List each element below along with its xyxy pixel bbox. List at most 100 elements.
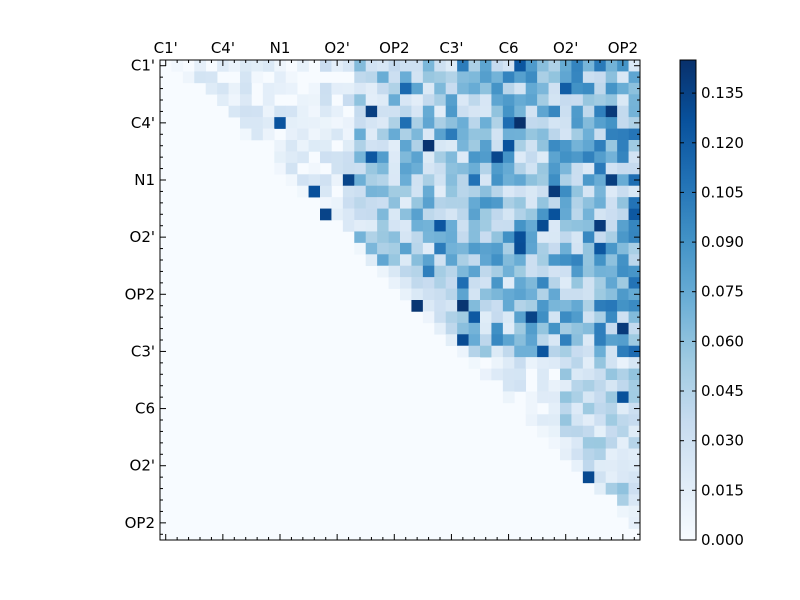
heatmap-cell [274, 71, 287, 84]
heatmap-cell [628, 414, 641, 427]
heatmap-cell [354, 174, 367, 187]
heatmap-cell [491, 162, 504, 175]
heatmap-cell [480, 162, 492, 175]
heatmap-cell [628, 425, 641, 438]
heatmap-cell [240, 94, 252, 107]
heatmap-cell [468, 254, 481, 267]
heatmap-cell [468, 300, 481, 312]
heatmap-cell [480, 208, 492, 221]
heatmap-cell [582, 265, 595, 278]
heatmap-cell [594, 82, 607, 95]
heatmap-cell [502, 151, 515, 164]
heatmap-cell [422, 300, 435, 312]
heatmap-cell [502, 128, 515, 141]
heatmap-cell [468, 277, 481, 289]
heatmap-cell [468, 220, 481, 232]
heatmap-cell [365, 105, 378, 118]
heatmap-cell [617, 140, 629, 152]
heatmap-cell [582, 151, 595, 164]
heatmap-cell [537, 71, 549, 84]
heatmap-cell [480, 128, 492, 141]
heatmap-cell [628, 357, 641, 369]
heatmap-cell [491, 322, 504, 335]
heatmap-cell [285, 82, 298, 95]
heatmap-cell [297, 174, 309, 187]
heatmap-cell [445, 151, 458, 164]
heatmap-cell [377, 197, 389, 209]
heatmap-cell [342, 60, 355, 72]
heatmap-cell [628, 220, 641, 232]
heatmap-cell [377, 220, 389, 232]
heatmap-cell [582, 368, 595, 381]
heatmap-cell [457, 162, 469, 175]
x-tick-label: OP2 [379, 39, 409, 57]
heatmap-cell [445, 311, 458, 324]
heatmap-cell [594, 345, 607, 358]
y-axis-labels: C1' C4' N1 O2' OP2 C3' C6 O2' OP2 [125, 57, 155, 532]
heatmap-cell [171, 60, 184, 72]
heatmap-cell [480, 71, 492, 84]
heatmap-cell [560, 414, 572, 427]
heatmap-cell [617, 277, 629, 289]
heatmap-cell [537, 174, 549, 187]
heatmap-cell [605, 220, 618, 232]
heatmap-cell [617, 94, 629, 107]
heatmap-cell [285, 71, 298, 84]
heatmap-cell [571, 368, 584, 381]
heatmap-cell [537, 311, 549, 324]
heatmap-cell [537, 425, 549, 438]
colorbar-tick-label: 0.120 [701, 134, 744, 152]
heatmap-cell [605, 345, 618, 358]
heatmap-cell [560, 197, 572, 209]
heatmap-cell [422, 71, 435, 84]
heatmap-cell [560, 242, 572, 255]
heatmap-cell [617, 460, 629, 472]
heatmap-cell [342, 128, 355, 141]
heatmap-cell [571, 117, 584, 129]
heatmap-cell [617, 117, 629, 129]
heatmap-cell [514, 334, 527, 347]
heatmap-cell [525, 220, 538, 232]
heatmap-cell [525, 208, 538, 221]
heatmap-cell [571, 414, 584, 427]
heatmap-cell [491, 242, 504, 255]
heatmap-cell [605, 482, 618, 495]
heatmap-cell [617, 402, 629, 415]
heatmap-cell [571, 220, 584, 232]
heatmap-cell [434, 254, 447, 267]
heatmap-cell [491, 151, 504, 164]
heatmap-cell [400, 60, 412, 72]
heatmap-cell [571, 105, 584, 118]
heatmap-cell [571, 128, 584, 141]
heatmap-cell [422, 220, 435, 232]
heatmap-cell [537, 197, 549, 209]
heatmap-cell [628, 151, 641, 164]
heatmap-cell [502, 162, 515, 175]
heatmap-cell [605, 140, 618, 152]
heatmap-cell [285, 151, 298, 164]
heatmap-cell [594, 220, 607, 232]
heatmap-cell [320, 94, 332, 107]
heatmap-cell [411, 162, 424, 175]
heatmap-cell [400, 94, 412, 107]
heatmap-cell [617, 128, 629, 141]
heatmap-cell [560, 117, 572, 129]
y-tick-label: C3' [131, 342, 155, 360]
heatmap-cell [468, 231, 481, 244]
heatmap-cell [560, 185, 572, 198]
heatmap-cell [468, 334, 481, 347]
heatmap-cell [525, 94, 538, 107]
heatmap-cell [537, 242, 549, 255]
heatmap-cell [445, 322, 458, 335]
heatmap-cell [548, 105, 561, 118]
heatmap-cell [548, 60, 561, 72]
heatmap-cell [502, 300, 515, 312]
heatmap-cell [422, 208, 435, 221]
heatmap-cell [400, 105, 412, 118]
heatmap-cell [571, 357, 584, 369]
heatmap-cell [628, 322, 641, 335]
heatmap-cell [617, 185, 629, 198]
heatmap-cell [537, 368, 549, 381]
heatmap-cell [514, 242, 527, 255]
heatmap-cell [331, 151, 344, 164]
